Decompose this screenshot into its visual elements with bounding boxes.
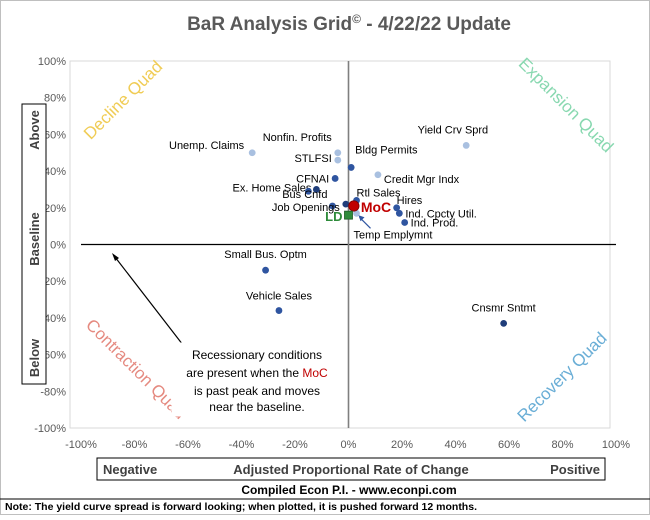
point-stlfsi: [334, 156, 342, 164]
y-tick-label: -100%: [34, 423, 66, 435]
y-tick-label: 80%: [44, 93, 66, 105]
point-label-temp-emplymnt: Temp Emplymnt: [354, 229, 433, 241]
point-label-cfnai: CFNAI: [296, 173, 329, 185]
y-axis-label-below: Below: [27, 338, 42, 377]
footnote-text: Note: The yield curve spread is forward …: [5, 501, 477, 513]
x-tick-label: 40%: [444, 439, 466, 451]
point-label-stlfsi: STLFSI: [295, 153, 332, 165]
y-axis-label-above: Above: [27, 110, 42, 150]
point-nonfin-profits: [334, 149, 342, 157]
marker-ld: [344, 210, 353, 220]
y-tick-label: 20%: [44, 203, 66, 215]
annotation-arrow: [114, 256, 184, 346]
point-hires: [393, 204, 401, 212]
point-unemp-claims: [248, 149, 256, 157]
point-yield-crv-sprd: [462, 142, 470, 149]
annotation-line-3: is past peak and moves: [194, 384, 320, 398]
point-label-ind-prod: Ind. Prod.: [411, 217, 459, 229]
point-cnsmr-sntmt: [500, 320, 508, 327]
x-tick-label: -20%: [282, 439, 308, 451]
chart-title-mark: ©: [352, 12, 361, 26]
y-tick-label: -40%: [40, 313, 66, 325]
x-tick-label: 0%: [341, 439, 357, 451]
point-label-cnsmr-sntmt: Cnsmr Sntmt: [472, 302, 536, 314]
x-axis-label-title: Adjusted Proportional Rate of Change: [233, 462, 468, 477]
x-tick-label: 100%: [602, 439, 630, 451]
point-label-ex-home-sales: Ex. Home Sales: [233, 182, 312, 194]
point-label-credit-mgr-indx: Credit Mgr Indx: [384, 174, 460, 186]
point-temp-emplymnt: [353, 209, 360, 217]
annotation-box: [171, 342, 341, 417]
axes-layer: -100% -80% -60% -40% -20% 0% 20% 40% 60% 80% 100% 1…: [34, 56, 630, 451]
y-tick-label: 40%: [44, 166, 66, 178]
point-label-yield-crv-sprd: Yield Crv Sprd: [418, 124, 489, 136]
marker-moc-label: MoC: [361, 199, 391, 215]
y-axis-label-box: [21, 103, 47, 385]
annotation-arrowhead: [112, 253, 119, 261]
x-tick-label: 20%: [391, 439, 413, 451]
point-bldg-permits: [347, 164, 355, 171]
annotation-line-1: Recessionary conditions: [192, 348, 322, 362]
x-tick-label: -60%: [175, 439, 201, 451]
y-tick-label: 100%: [38, 56, 66, 68]
x-tick-label: -100%: [65, 439, 97, 451]
credit-text: Compiled Econ P.I. - www.econpi.com: [241, 483, 456, 497]
point-small-bus-optm: [262, 266, 269, 274]
annotation-line-2-text: are present when the: [186, 366, 302, 380]
point-bus-cnfd: [329, 202, 336, 210]
point-vehicle-sales: [275, 307, 283, 314]
annotation-line-4: near the baseline.: [209, 400, 304, 414]
x-tick-label: -80%: [122, 439, 148, 451]
x-tick-label: 80%: [551, 439, 573, 451]
point-cfnai: [331, 175, 339, 182]
point-ind-prod: [401, 219, 409, 226]
points-layer: Unemp. Claims Nonfin. Profits STLFSI Bldg P…: [169, 124, 536, 327]
point-label-vehicle-sales: Vehicle Sales: [246, 291, 313, 303]
temp-emplymnt-pointer-head: [358, 215, 365, 222]
chart-title: BaR Analysis Grid© - 4/22/22 Update: [187, 12, 511, 35]
chart-title-main: BaR Analysis Grid: [187, 14, 352, 35]
x-axis-label-positive: Positive: [550, 462, 600, 477]
point-label-bldg-permits: Bldg Permits: [355, 144, 418, 156]
point-ind-cpcty-util: [395, 209, 403, 217]
point-label-hires: Hires: [397, 195, 423, 207]
point-label-job-openings: Job Openings: [272, 202, 340, 214]
point-label-unemp-claims: Unemp. Claims: [169, 140, 245, 152]
chart-title-suffix: - 4/22/22 Update: [361, 14, 511, 35]
point-label-small-bus-optm: Small Bus. Optm: [224, 249, 307, 261]
y-tick-label: -80%: [40, 386, 66, 398]
point-label-bus-cnfd: Bus Cnfd: [282, 189, 327, 201]
point-label-nonfin-profits: Nonfin. Profits: [263, 132, 333, 144]
point-label-rtl-sales: Rtl Sales: [357, 187, 402, 199]
marker-ld-label: LD: [325, 209, 342, 224]
y-axis-label-baseline: Baseline: [27, 212, 42, 265]
y-tick-label: 0%: [50, 240, 66, 252]
y-tick-label: -20%: [40, 276, 66, 288]
x-tick-label: -40%: [229, 439, 255, 451]
annotation-moc-highlight: MoC: [302, 366, 328, 380]
y-tick-label: -60%: [40, 350, 66, 362]
x-axis-label-box: [96, 457, 606, 481]
point-label-ind-cpcty-util: Ind. Cpcty Util.: [405, 208, 477, 220]
annotation-line-2: are present when the MoC: [186, 366, 328, 380]
marker-moc: [348, 200, 360, 212]
point-job-openings: [342, 200, 350, 208]
y-tick-label: 60%: [44, 129, 66, 141]
point-unlabeled-8: [304, 187, 312, 195]
x-axis-label-negative: Negative: [103, 462, 157, 477]
x-tick-label: 60%: [498, 439, 520, 451]
point-ex-home-sales: [313, 186, 320, 193]
point-credit-mgr-indx: [374, 171, 382, 179]
